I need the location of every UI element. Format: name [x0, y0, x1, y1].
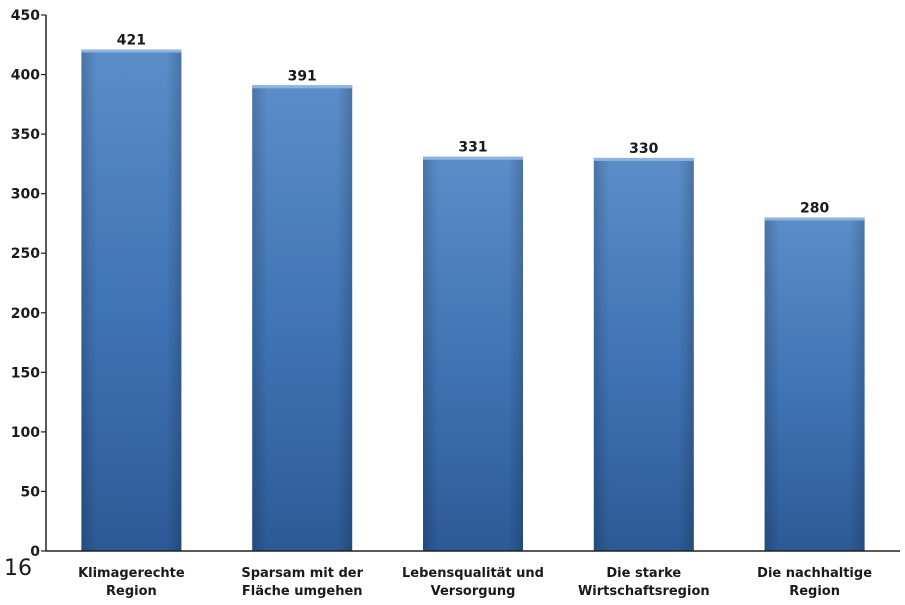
bar-shade — [81, 49, 182, 551]
x-tick-label: Die starke Wirtschaftsregion — [578, 566, 710, 599]
data-label: 331 — [458, 140, 487, 156]
x-tick-label: Die nachhaltige Region — [757, 566, 872, 599]
data-label: 421 — [117, 33, 146, 49]
bars — [81, 49, 865, 551]
page-number: 16 — [4, 556, 32, 581]
category-labels: Klimagerechte Region Sparsam mit der Fläche… — [78, 566, 872, 599]
y-tick-label: 50 — [21, 484, 41, 500]
data-labels: 421 391 331 330 280 — [117, 33, 830, 217]
x-tick-label: Klimagerechte Region — [78, 566, 185, 599]
bar-shade — [593, 157, 694, 551]
bar-shade — [423, 156, 523, 551]
y-tick-label: 0 — [30, 544, 40, 560]
data-label: 280 — [800, 200, 829, 216]
y-tick-label: 150 — [11, 365, 40, 381]
y-tick-label: 100 — [11, 425, 40, 441]
x-tick-label: Lebensqualität und Versorgung — [402, 566, 544, 599]
bar-shade — [252, 85, 353, 551]
y-tick-label: 250 — [11, 246, 40, 262]
bar-top-highlight — [593, 157, 694, 161]
bar-top-highlight — [764, 217, 865, 221]
bar-top-highlight — [81, 49, 182, 53]
y-tick-label: 200 — [11, 306, 40, 322]
data-label: 391 — [288, 68, 317, 84]
bar-top-highlight — [252, 85, 353, 89]
y-tick-label: 300 — [11, 187, 40, 203]
data-label: 330 — [629, 141, 658, 157]
y-tick-label: 350 — [11, 127, 40, 143]
bar-top-highlight — [423, 156, 523, 160]
y-tick-label: 400 — [11, 68, 40, 84]
bar-shade — [764, 217, 865, 551]
y-tick-label: 450 — [11, 8, 40, 24]
x-tick-label: Sparsam mit der Fläche umgehen — [241, 566, 363, 599]
y-axis: 0 50 100 150 200 250 300 350 400 450 — [11, 8, 46, 560]
